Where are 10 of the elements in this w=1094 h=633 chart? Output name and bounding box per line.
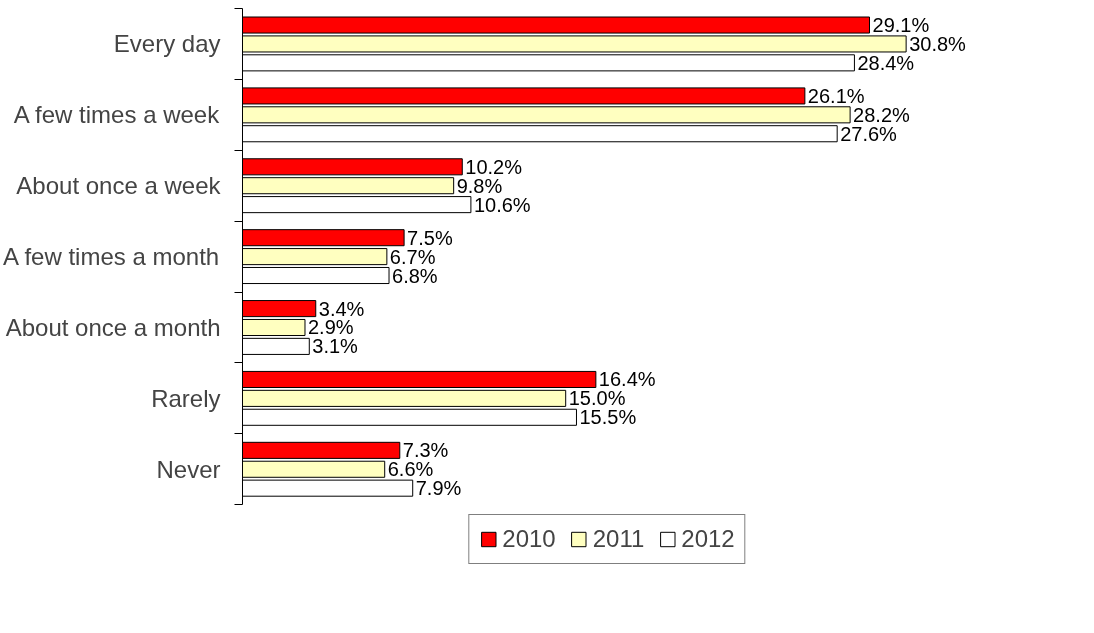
- y-tick-label: Every day: [113, 30, 221, 58]
- y-tick-label: Never: [156, 455, 221, 483]
- y-tick-label: About once a week: [16, 172, 222, 200]
- y-tick-label: A few times a week: [13, 101, 221, 129]
- legend-label: 2012: [681, 525, 735, 553]
- y-tick-label: About once a month: [5, 313, 221, 341]
- y-tick-label: Rarely: [151, 384, 221, 412]
- y-tick-label: A few times a month: [3, 243, 220, 271]
- legend-label: 2011: [592, 525, 645, 553]
- legend-label: 2010: [502, 525, 556, 553]
